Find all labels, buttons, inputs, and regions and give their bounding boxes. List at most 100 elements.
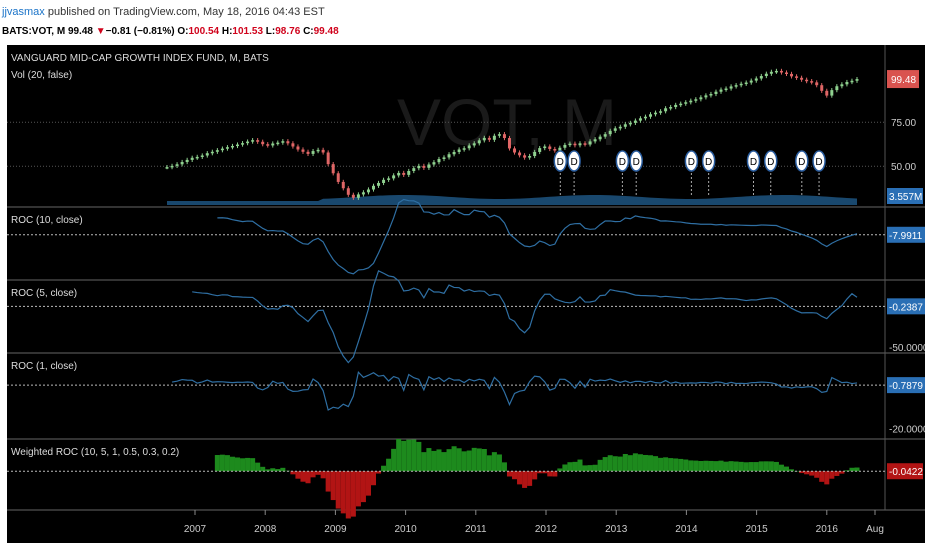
histogram-bar — [275, 469, 281, 472]
histogram-bar — [849, 467, 855, 472]
histogram-bar — [491, 452, 497, 472]
dividend-marker — [684, 150, 699, 172]
candle-body — [830, 90, 834, 96]
candle-body — [301, 149, 305, 152]
time-tick-label: 2010 — [394, 524, 417, 535]
candle-body — [492, 135, 496, 140]
histogram-bar — [320, 471, 326, 479]
histogram-bar — [401, 440, 407, 472]
histogram-bar — [778, 464, 784, 472]
candle-body — [392, 175, 396, 179]
ohlc-line: BATS:VOT, M 99.48 ▼−0.81 (−0.81%) O:100.… — [2, 26, 339, 37]
candle-body — [246, 141, 250, 144]
candle-body — [341, 181, 345, 189]
histogram-bar — [522, 471, 528, 488]
histogram-bar — [622, 453, 628, 472]
histogram-bar — [572, 461, 578, 472]
candle-body — [513, 148, 517, 153]
candle-body — [518, 152, 522, 156]
candle-body — [633, 120, 637, 123]
histogram-bar — [411, 439, 417, 472]
candle-body — [291, 143, 295, 147]
histogram-bar — [245, 457, 251, 472]
histogram-bar — [391, 448, 397, 472]
candle-body — [346, 188, 350, 195]
histogram-bar — [582, 465, 588, 472]
histogram-bar — [527, 471, 533, 486]
histogram-bar — [658, 457, 664, 472]
candle-body — [664, 108, 668, 112]
volume-area — [167, 195, 857, 205]
histogram-bar — [773, 461, 779, 472]
histogram-bar — [824, 471, 830, 485]
candle-body — [286, 141, 290, 144]
wroc-last-box — [887, 463, 923, 480]
histogram-bar — [396, 438, 402, 472]
dividend-marker — [701, 150, 716, 172]
candle-body — [774, 70, 778, 73]
histogram-bar — [386, 458, 392, 472]
candle-body — [281, 141, 285, 143]
histogram-bar — [854, 467, 860, 472]
histogram-bar — [809, 471, 815, 476]
histogram-bar — [542, 471, 548, 474]
histogram-bar — [834, 471, 840, 476]
candle-body — [452, 151, 456, 155]
histogram-bar — [340, 471, 346, 514]
osc-last-label: -0.2387 — [889, 302, 923, 313]
histogram-bar — [265, 469, 271, 472]
histogram-bar — [355, 471, 361, 507]
candle-body — [548, 146, 552, 149]
osc-tick-label: -50.0000 — [889, 343, 925, 354]
histogram-bar — [476, 448, 482, 472]
histogram-bar — [345, 471, 351, 519]
candle-body — [261, 141, 265, 145]
chart-svg[interactable]: VOT, M VANGUARD MID-CAP GROWTH INDEX FUND… — [7, 45, 925, 543]
dividend-label: D — [570, 157, 577, 168]
histogram-bar — [486, 455, 492, 472]
dividend-label: D — [705, 157, 712, 168]
histogram-bar — [738, 461, 744, 472]
histogram-bar — [381, 465, 387, 472]
candle-body — [230, 145, 234, 148]
candle-body — [855, 79, 859, 81]
candle-body — [266, 144, 270, 146]
histogram-bar — [280, 467, 286, 472]
candle-body — [321, 149, 325, 153]
time-tick-label: 2007 — [184, 524, 207, 535]
histogram-bar — [673, 458, 679, 472]
candle-body — [628, 122, 632, 125]
candle-body — [835, 86, 839, 91]
low-value: 98.76 — [275, 26, 301, 37]
last-price-label: 99.48 — [891, 75, 916, 86]
histogram-bar — [436, 449, 442, 472]
candle-body — [603, 134, 607, 137]
pane-title-volume: Vol (20, false) — [11, 70, 72, 81]
candle-body — [382, 179, 386, 183]
candle-body — [638, 118, 642, 121]
candle-body — [427, 164, 431, 168]
dividend-label: D — [688, 157, 695, 168]
price-tick-label: 50.00 — [891, 162, 916, 173]
roc-line — [171, 371, 858, 411]
candle-body — [825, 90, 829, 96]
candle-body — [402, 172, 406, 175]
candle-body — [734, 85, 738, 87]
histogram-bar — [501, 462, 507, 472]
candle-body — [749, 80, 753, 83]
histogram-bar — [693, 460, 699, 472]
author-link[interactable]: jjvasmax — [2, 6, 45, 18]
pane-title-price: VANGUARD MID-CAP GROWTH INDEX FUND, M, B… — [11, 53, 269, 64]
candle-body — [507, 138, 511, 149]
histogram-bar — [421, 452, 427, 472]
chart-area[interactable]: VOT, M VANGUARD MID-CAP GROWTH INDEX FUND… — [7, 45, 925, 543]
candle-body — [643, 116, 647, 119]
candle-body — [276, 142, 280, 145]
time-tick-label: 2013 — [605, 524, 628, 535]
candle-body — [588, 141, 592, 145]
time-tick-label: 2009 — [324, 524, 347, 535]
wroc-last-label: -0.0422 — [889, 467, 923, 478]
histogram-bar — [799, 471, 805, 474]
dividend-marker — [629, 150, 643, 172]
histogram-bar — [688, 460, 694, 472]
